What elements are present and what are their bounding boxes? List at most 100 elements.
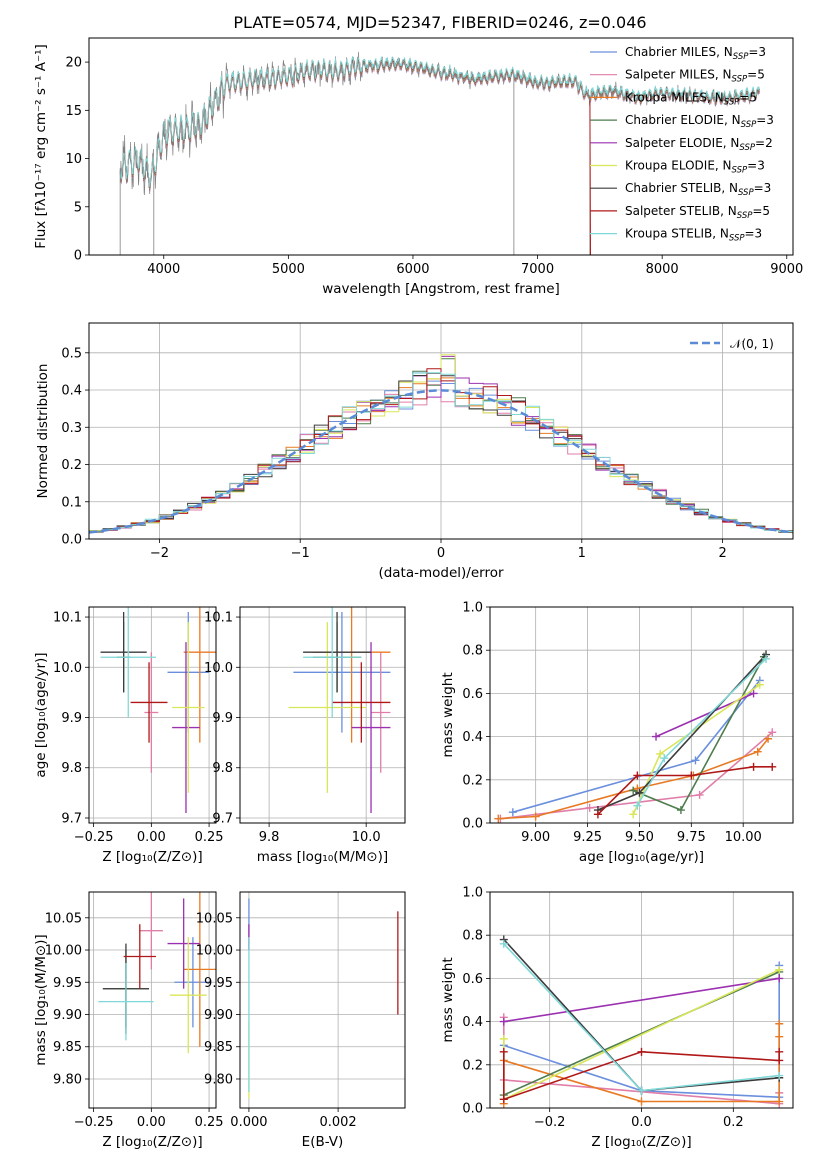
y-axis-label: Flux [fλ10⁻¹⁷ erg cm⁻² s⁻¹ A⁻¹] [33, 44, 49, 249]
y-tick-label: 1.0 [462, 601, 483, 616]
age_vs_mass-plot-area [240, 607, 405, 823]
x-tick-label: 0.0 [631, 1115, 652, 1130]
weight-marker-kroupa_elodie [499, 1034, 508, 1043]
x-tick-label: −0.25 [74, 830, 114, 845]
x-tick-label: −0.2 [534, 1115, 566, 1130]
weight-marker-kroupa_miles [494, 814, 503, 823]
y-tick-label: 9.95 [204, 976, 233, 991]
x-tick-label: 0.00 [137, 830, 166, 845]
weight-marker-kroupa_stelib [775, 1071, 784, 1080]
y-tick-label: 10.05 [45, 911, 82, 926]
x-tick-label: 8000 [646, 262, 679, 277]
weight-marker-salpeter_elodie [499, 1017, 508, 1026]
x-tick-label: 0.00 [137, 1115, 166, 1130]
weight-line-salpeter_elodie [503, 977, 780, 1023]
x-tick-label: 9.75 [677, 830, 706, 845]
weight-marker-kroupa_miles [633, 784, 642, 793]
weight-marker-kroupa_miles [775, 1032, 784, 1041]
y-tick-label: 9.80 [204, 1072, 233, 1087]
y-tick-label: 9.8 [61, 761, 82, 776]
x-tick-label: 9.00 [521, 830, 550, 845]
legend-subscript: SSP [738, 188, 754, 198]
y-tick-label: 9.85 [53, 1040, 82, 1055]
masked-region-line [589, 100, 591, 255]
legend-label-salpeter_miles: Salpeter MILES, NSSP=5 [625, 68, 765, 85]
axes-frame [239, 891, 406, 1109]
weight-marker-chabrier_stelib [635, 788, 644, 797]
x-tick-label: −2 [150, 546, 169, 561]
y-axis-label: mass weight [440, 957, 456, 1042]
y-tick-label: 10.00 [45, 944, 82, 959]
y-tick-label: 0.6 [462, 972, 483, 987]
axes-frame [88, 606, 217, 824]
axes-frame [88, 891, 217, 1109]
normal-reference-curve [89, 389, 793, 534]
y-tick-label: 1.0 [462, 886, 483, 901]
spectrum-panel: 4000 5000 6000 7000 8000 9000 0 5 10 15 20 waveleng… [33, 37, 803, 297]
axes-frame [489, 891, 794, 1109]
legend-count: =3 [748, 45, 766, 59]
mass_vs_Z-panel: −0.25 0.00 0.25 9.80 9.85 9.90 9.95 10.00 10.05 Z… [33, 891, 224, 1150]
y-tick-label: 10.0 [204, 661, 233, 676]
weight-marker-salpeter_stelib [775, 1047, 784, 1056]
y-tick-label: 0.2 [462, 773, 483, 788]
weight-marker-kroupa_miles [637, 1097, 646, 1106]
y-tick-label: 0 [74, 249, 82, 264]
y-tick-label: 9.7 [212, 811, 233, 826]
x-axis-label: mass [log₁₀(M/M⊙)] [257, 849, 388, 865]
weight_vs_Z-plot-area [490, 892, 793, 1108]
x-tick-label: 0 [437, 546, 445, 561]
residuals-panel: −2 −1 0 1 2 0.0 0.1 0.2 0.3 0.4 0.5 (data-model)/er… [35, 322, 794, 581]
y-tick-label: 9.7 [61, 811, 82, 826]
legend-subscript: SSP [739, 143, 755, 153]
y-tick-label: 0.0 [61, 533, 82, 548]
y-tick-label: 0.3 [61, 421, 82, 436]
y-tick-label: 0.4 [61, 384, 82, 399]
x-tick-label: 0.25 [195, 830, 224, 845]
y-tick-label: 0.5 [61, 346, 82, 361]
weight-marker-chabrier_elodie [629, 786, 638, 795]
weight-marker-kroupa_elodie [629, 810, 638, 819]
weight-line-chabrier_elodie [503, 971, 780, 1096]
x-tick-label: 0.2 [723, 1115, 744, 1130]
legend-count: =5 [752, 204, 770, 218]
legend-subscript: SSP [733, 52, 749, 62]
weight-marker-kroupa_elodie [755, 680, 764, 689]
legend-label-chabrier_miles: Chabrier MILES, NSSP=3 [625, 45, 766, 62]
legend-count: =5 [739, 90, 757, 104]
weight-marker-salpeter_stelib [637, 1047, 646, 1056]
y-tick-label: 10.1 [204, 611, 233, 626]
weight-marker-kroupa_stelib [633, 801, 642, 810]
x-tick-label: −1 [291, 546, 310, 561]
y-tick-label: 0.2 [61, 458, 82, 473]
x-tick-label: 10.0 [352, 830, 381, 845]
weight-marker-kroupa_elodie [775, 965, 784, 974]
mass_vs_ebv-panel: 0.000 0.002 9.80 9.85 9.90 9.95 10.00 10.05 E(B-… [196, 891, 406, 1150]
weight-marker-salpeter_miles [768, 728, 777, 737]
legend-label-salpeter_stelib: Salpeter STELIB, NSSP=5 [625, 204, 770, 221]
x-tick-label: 9.25 [573, 830, 602, 845]
weight-marker-salpeter_stelib [633, 771, 642, 780]
y-tick-label: 10 [65, 152, 82, 167]
weight-marker-salpeter_stelib [749, 762, 758, 771]
legend-label-salpeter_elodie: Salpeter ELODIE, NSSP=2 [625, 136, 773, 153]
x-tick-label: 5000 [272, 262, 305, 277]
mass_vs_ebv-plot-area [240, 892, 405, 1108]
weight-marker-kroupa_miles [764, 734, 773, 743]
legend-count: =3 [747, 159, 765, 173]
weight-marker-kroupa_miles [753, 747, 762, 756]
age_vs_Z-panel: −0.25 0.00 0.25 9.7 9.8 9.9 10.0 10.1 Z [log₁₀(Z… [33, 606, 224, 865]
legend-label-kroupa_elodie: Kroupa ELODIE, NSSP=3 [625, 159, 765, 176]
x-tick-label: 1 [578, 546, 586, 561]
y-tick-label: 9.85 [204, 1040, 233, 1055]
x-axis-label: Z [log₁₀(Z/Z⊙)] [102, 849, 202, 865]
weight-marker-chabrier_elodie [676, 806, 685, 815]
x-axis-label: age [log₁₀(age/yr)] [579, 849, 704, 865]
legend-label-kroupa_stelib: Kroupa STELIB, NSSP=3 [625, 227, 762, 244]
x-tick-label: 0.25 [195, 1115, 224, 1130]
weight_vs_age-plot-area [490, 607, 793, 823]
weight-marker-chabrier_miles [691, 756, 700, 765]
weight-marker-kroupa_miles [531, 812, 540, 821]
y-tick-label: 10.1 [53, 611, 82, 626]
x-axis-label: Z [log₁₀(Z/Z⊙)] [591, 1134, 691, 1150]
